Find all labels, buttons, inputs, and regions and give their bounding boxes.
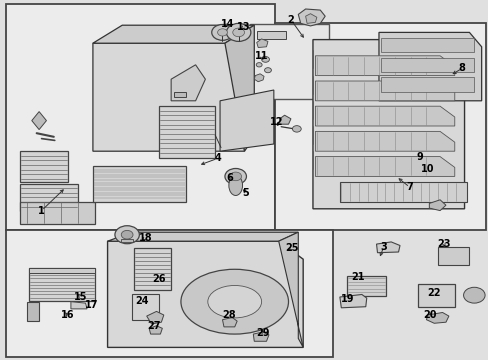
Text: 28: 28 xyxy=(222,310,235,320)
Ellipse shape xyxy=(256,63,262,67)
Text: 19: 19 xyxy=(340,294,353,304)
Bar xyxy=(437,247,468,265)
Bar xyxy=(274,23,485,230)
Text: 13: 13 xyxy=(236,22,250,32)
Ellipse shape xyxy=(261,57,269,62)
Bar xyxy=(20,151,68,182)
Polygon shape xyxy=(71,302,87,309)
Ellipse shape xyxy=(115,226,139,244)
Polygon shape xyxy=(149,326,162,334)
Ellipse shape xyxy=(207,285,261,318)
Bar xyxy=(29,268,95,301)
Polygon shape xyxy=(146,311,163,324)
Bar xyxy=(417,284,454,307)
Text: 1: 1 xyxy=(38,206,45,216)
Text: 8: 8 xyxy=(458,63,465,73)
Ellipse shape xyxy=(463,287,484,303)
Polygon shape xyxy=(171,65,205,101)
Bar xyxy=(173,92,185,97)
Bar xyxy=(256,31,285,39)
Polygon shape xyxy=(428,200,445,211)
Text: 4: 4 xyxy=(214,153,221,163)
Ellipse shape xyxy=(121,230,133,239)
Bar xyxy=(93,166,185,202)
Text: 18: 18 xyxy=(139,233,152,243)
Text: 16: 16 xyxy=(61,310,74,320)
Polygon shape xyxy=(121,239,133,242)
Polygon shape xyxy=(93,25,254,43)
Polygon shape xyxy=(315,56,454,76)
Polygon shape xyxy=(298,9,325,26)
Text: 10: 10 xyxy=(420,164,434,174)
Text: 20: 20 xyxy=(423,310,436,320)
Polygon shape xyxy=(279,115,290,124)
Ellipse shape xyxy=(181,269,288,334)
Text: 14: 14 xyxy=(220,19,234,30)
Polygon shape xyxy=(253,332,268,341)
Text: 7: 7 xyxy=(406,182,412,192)
Text: 5: 5 xyxy=(242,188,249,198)
Text: 26: 26 xyxy=(152,274,165,284)
Polygon shape xyxy=(93,43,244,151)
Ellipse shape xyxy=(211,24,233,40)
Bar xyxy=(6,230,332,357)
Polygon shape xyxy=(254,74,264,82)
Ellipse shape xyxy=(229,172,241,181)
Text: 12: 12 xyxy=(269,117,283,127)
Bar xyxy=(20,202,95,224)
Ellipse shape xyxy=(232,28,244,37)
Text: 15: 15 xyxy=(74,292,87,302)
Polygon shape xyxy=(381,38,473,52)
Text: 23: 23 xyxy=(436,239,450,249)
Polygon shape xyxy=(315,106,454,126)
Bar xyxy=(134,248,171,290)
Text: 22: 22 xyxy=(427,288,440,298)
Text: 24: 24 xyxy=(135,296,148,306)
Bar xyxy=(27,302,39,321)
Polygon shape xyxy=(220,90,273,151)
Polygon shape xyxy=(381,77,473,92)
Bar xyxy=(132,294,159,320)
Ellipse shape xyxy=(224,168,246,184)
Text: 27: 27 xyxy=(147,321,161,331)
Text: 29: 29 xyxy=(256,328,269,338)
Polygon shape xyxy=(107,241,303,347)
Polygon shape xyxy=(376,242,399,253)
Text: 21: 21 xyxy=(350,272,364,282)
Polygon shape xyxy=(222,318,237,327)
Polygon shape xyxy=(426,312,448,323)
Polygon shape xyxy=(378,32,481,101)
Ellipse shape xyxy=(264,68,271,73)
Polygon shape xyxy=(315,81,454,101)
Polygon shape xyxy=(32,112,46,130)
Text: 25: 25 xyxy=(285,243,299,253)
Text: 6: 6 xyxy=(226,173,233,183)
Ellipse shape xyxy=(292,126,301,132)
Text: 3: 3 xyxy=(380,242,386,252)
Polygon shape xyxy=(312,40,464,209)
Text: 11: 11 xyxy=(254,51,268,61)
Bar xyxy=(339,182,466,202)
Polygon shape xyxy=(278,232,303,347)
Bar xyxy=(20,184,78,211)
Polygon shape xyxy=(256,39,267,48)
Polygon shape xyxy=(315,157,454,176)
Polygon shape xyxy=(305,14,316,23)
Text: 17: 17 xyxy=(85,300,99,310)
Bar xyxy=(346,276,386,296)
Text: 2: 2 xyxy=(287,15,294,25)
Polygon shape xyxy=(107,232,298,241)
Bar xyxy=(6,4,274,230)
Text: 9: 9 xyxy=(415,152,422,162)
Polygon shape xyxy=(29,268,95,273)
Bar xyxy=(159,106,215,158)
Bar xyxy=(250,24,328,99)
Ellipse shape xyxy=(226,23,250,41)
Ellipse shape xyxy=(217,29,227,36)
Ellipse shape xyxy=(228,175,242,195)
Polygon shape xyxy=(224,25,254,151)
Polygon shape xyxy=(315,131,454,151)
Polygon shape xyxy=(339,294,366,308)
Polygon shape xyxy=(381,58,473,72)
